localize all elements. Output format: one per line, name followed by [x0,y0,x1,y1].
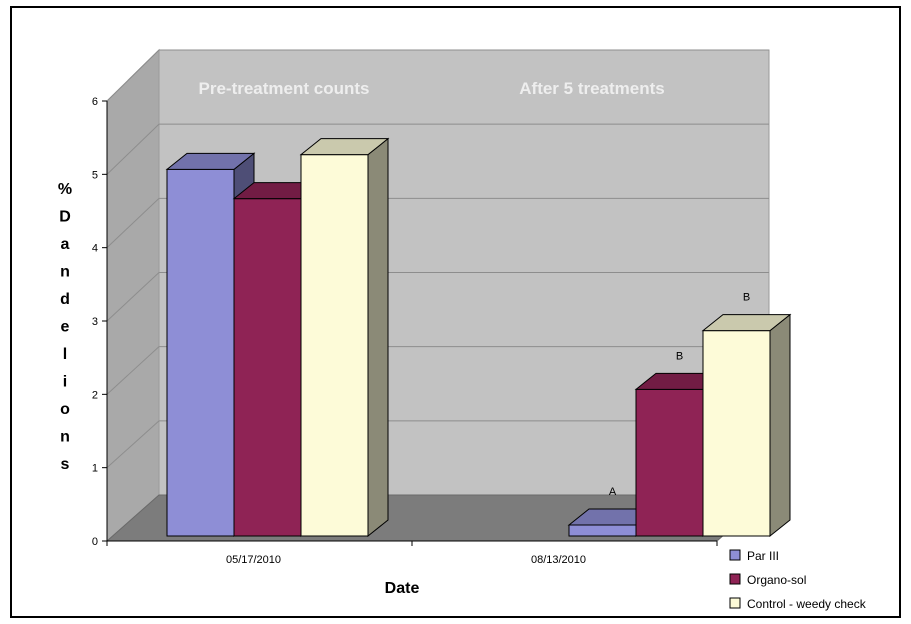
panel-label-after: After 5 treatments [519,79,665,98]
significance-letter: B [743,292,750,304]
chart-frame: 0 1 2 3 4 5 6 05/17/2010 08/13/2010 A B B Pre-treatm… [10,6,901,618]
bar-0-0 [166,168,235,537]
y-tick-label: 3 [92,316,98,328]
y-tick-label: 4 [92,243,98,255]
bar-top [701,314,792,332]
gridline-side [106,420,160,469]
legend-swatch [729,573,741,585]
y-axis-title-letter: o [60,401,70,418]
legend-swatch [729,549,741,561]
legend-label: Organo-sol [747,573,806,587]
y-axis-title-letter: l [63,346,67,363]
y-tick-label: 5 [92,169,98,181]
x-axis-title: Date [385,580,420,597]
bar-1-0 [568,524,637,537]
y-tick-label: 6 [92,96,98,108]
bar-0-1 [233,198,302,537]
y-axis-title-letter: D [59,209,71,226]
y-axis-title-letter: i [63,374,67,391]
bar-1-1 [635,388,704,537]
bar-top [165,152,256,170]
bar-1-2 [702,330,771,537]
legend-label: Par III [747,549,779,563]
x-tick-label: 05/17/2010 [226,554,281,566]
bar-side [367,137,389,538]
gridline-side [106,123,160,175]
y-axis-title-letter: d [60,291,70,308]
y-axis-title-letter: e [61,319,70,336]
side-wall [106,48,160,543]
y-tick-label: 1 [92,463,98,475]
y-axis-title-letter: % [58,181,72,198]
gridline-side [106,272,160,322]
y-axis-title-letter: a [61,236,70,253]
legend-label: Control - weedy check [747,597,867,611]
gridline-side [106,346,160,395]
panel-label-pre: Pre-treatment counts [199,79,370,98]
bar-top [299,138,390,156]
legend-swatch [729,597,741,609]
y-axis-title-letter: n [60,264,70,281]
significance-letter: B [676,350,683,362]
y-axis-title-letter: s [61,456,70,473]
bar-side [769,313,791,538]
y-tick-label: 2 [92,389,98,401]
y-tick-label: 0 [92,536,98,548]
bar-chart-3d: 0 1 2 3 4 5 6 05/17/2010 08/13/2010 A B B Pre-treatm… [58,48,867,611]
bar-0-2 [300,154,369,537]
y-axis-title-letter: n [60,429,70,446]
significance-letter: A [609,486,617,498]
gridline-side [106,197,160,249]
gridline-side [106,49,160,102]
x-tick-label: 08/13/2010 [531,554,586,566]
